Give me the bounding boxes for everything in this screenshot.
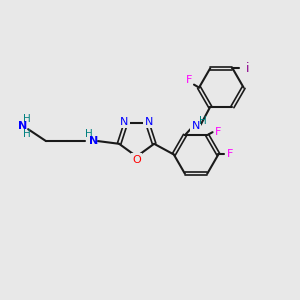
Text: H: H bbox=[85, 129, 93, 139]
Text: F: F bbox=[185, 75, 192, 85]
Text: H: H bbox=[23, 114, 31, 124]
Text: F: F bbox=[226, 149, 233, 160]
Text: N: N bbox=[145, 117, 153, 127]
Text: N: N bbox=[18, 121, 27, 131]
Text: H: H bbox=[23, 129, 31, 139]
Text: N: N bbox=[120, 117, 128, 127]
Text: H: H bbox=[199, 116, 207, 126]
Text: i: i bbox=[246, 62, 250, 75]
Text: N: N bbox=[192, 121, 200, 131]
Text: O: O bbox=[132, 154, 141, 164]
Text: N: N bbox=[89, 136, 98, 146]
Text: F: F bbox=[215, 127, 222, 137]
